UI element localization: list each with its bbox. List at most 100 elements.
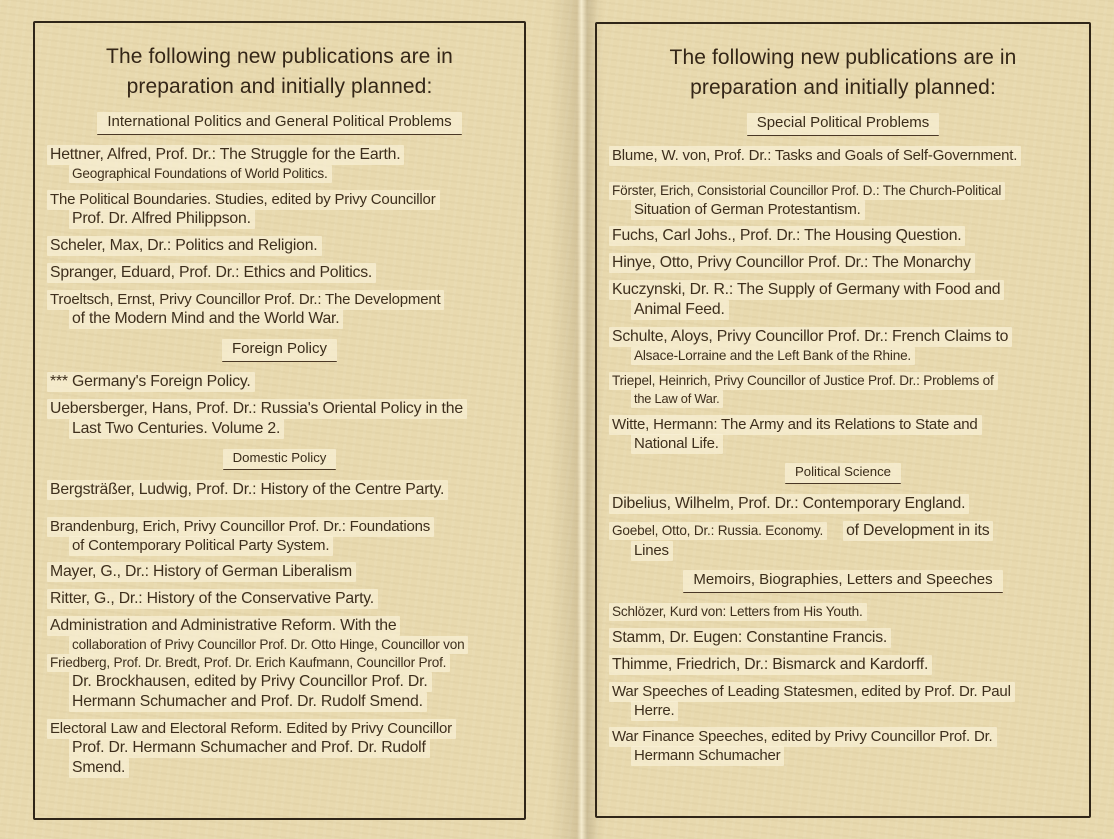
entry-text: Scheler, Max, Dr.: Politics and Religion… (47, 236, 322, 256)
entry-text: Förster, Erich, Consistorial Councillor … (609, 182, 1006, 200)
entry-line: The Political Boundaries. Studies, edite… (47, 190, 512, 210)
entry-text: Dibelius, Wilhelm, Prof. Dr.: Contempora… (609, 494, 970, 514)
entry-line: Uebersberger, Hans, Prof. Dr.: Russia's … (47, 399, 512, 419)
section-heading: Special Political Problems (609, 113, 1077, 136)
section-heading-text: Domestic Policy (222, 449, 337, 470)
publication-entry: Dibelius, Wilhelm, Prof. Dr.: Contempora… (609, 494, 1077, 514)
entry-text: Geographical Foundations of World Politi… (69, 165, 332, 183)
publication-entry: War Speeches of Leading Statesmen, edite… (609, 682, 1077, 721)
entry-text: Animal Feed. (631, 300, 729, 320)
entry-line: Troeltsch, Ernst, Privy Councillor Prof.… (47, 290, 512, 310)
entry-line: Hettner, Alfred, Prof. Dr.: The Struggle… (47, 145, 512, 165)
section-heading-text: International Politics and General Polit… (97, 112, 462, 135)
entry-line: Electoral Law and Electoral Reform. Edit… (47, 719, 512, 739)
section-heading-text: Memoirs, Biographies, Letters and Speech… (683, 570, 1003, 593)
publication-entry: Scheler, Max, Dr.: Politics and Religion… (47, 236, 512, 256)
entry-line: Bergsträßer, Ludwig, Prof. Dr.: History … (47, 480, 512, 500)
entry-text: Prof. Dr. Hermann Schumacher and Prof. D… (69, 738, 430, 758)
publication-entry: Goebel, Otto, Dr.: Russia. Economy. of De… (609, 521, 1077, 561)
entry-text: Spranger, Eduard, Prof. Dr.: Ethics and … (47, 263, 377, 283)
entry-line: Friedberg, Prof. Dr. Bredt, Prof. Dr. Er… (47, 654, 512, 672)
entry-line: Prof. Dr. Alfred Philippson. (47, 209, 512, 229)
section-heading-text: Foreign Policy (221, 339, 338, 362)
entry-text: National Life. (631, 434, 723, 454)
publication-entry: Administration and Administrative Reform… (47, 616, 512, 712)
entry-line: Goebel, Otto, Dr.: Russia. Economy. of De… (609, 521, 1077, 541)
entry-text: Schlözer, Kurd von: Letters from His You… (609, 603, 867, 621)
entry-line: Ritter, G., Dr.: History of the Conserva… (47, 589, 512, 609)
entry-text: Stamm, Dr. Eugen: Constantine Francis. (609, 628, 892, 648)
entry-line: Last Two Centuries. Volume 2. (47, 419, 512, 439)
entry-line: Animal Feed. (609, 300, 1077, 320)
entry-line: of Contemporary Political Party System. (47, 536, 512, 556)
entry-text: Mayer, G., Dr.: History of German Libera… (47, 562, 356, 582)
publication-entry: Ritter, G., Dr.: History of the Conserva… (47, 589, 512, 609)
entry-text: Ritter, G., Dr.: History of the Conserva… (47, 589, 378, 609)
entry-text: War Speeches of Leading Statesmen, edite… (609, 682, 1015, 702)
entry-text: Hinye, Otto, Privy Councillor Prof. Dr.:… (609, 253, 975, 273)
entry-line: Brandenburg, Erich, Privy Councillor Pro… (47, 517, 512, 537)
entry-text: Goebel, Otto, Dr.: Russia. Economy. (609, 522, 828, 540)
publication-entry: Triepel, Heinrich, Privy Councillor of J… (609, 372, 1077, 408)
entry-text: Last Two Centuries. Volume 2. (69, 419, 285, 439)
entry-line: Smend. (47, 758, 512, 778)
entry-text: *** Germany's Foreign Policy. (47, 372, 255, 392)
publication-entry: Witte, Hermann: The Army and its Relatio… (609, 415, 1077, 454)
entry-line: collaboration of Privy Councillor Prof. … (47, 636, 512, 654)
section-heading: Political Science (609, 463, 1077, 484)
publication-entry: Kuczynski, Dr. R.: The Supply of Germany… (609, 280, 1077, 320)
publication-entry: Schulte, Aloys, Privy Councillor Prof. D… (609, 327, 1077, 365)
entry-text: Brandenburg, Erich, Privy Councillor Pro… (47, 517, 435, 537)
entry-line: Geographical Foundations of World Politi… (47, 165, 512, 183)
publication-entry: Fuchs, Carl Johs., Prof. Dr.: The Housin… (609, 226, 1077, 246)
entry-text: Uebersberger, Hans, Prof. Dr.: Russia's … (47, 399, 467, 419)
publication-entry: Schlözer, Kurd von: Letters from His You… (609, 603, 1077, 621)
entry-line: of the Modern Mind and the World War. (47, 309, 512, 329)
entry-line: Schulte, Aloys, Privy Councillor Prof. D… (609, 327, 1077, 347)
entry-text: of Development in its (843, 521, 994, 541)
entry-line: Schlözer, Kurd von: Letters from His You… (609, 603, 1077, 621)
left-page: The following new publications are in pr… (33, 21, 526, 820)
entry-line: *** Germany's Foreign Policy. (47, 372, 512, 392)
publication-entry: Thimme, Friedrich, Dr.: Bismarck and Kar… (609, 655, 1077, 675)
entry-text: Bergsträßer, Ludwig, Prof. Dr.: History … (47, 480, 449, 500)
entry-text: collaboration of Privy Councillor Prof. … (69, 636, 469, 654)
entry-text: Schulte, Aloys, Privy Councillor Prof. D… (609, 327, 1013, 347)
entry-text: of Contemporary Political Party System. (69, 536, 334, 556)
entry-text: Hermann Schumacher and Prof. Dr. Rudolf … (69, 692, 427, 712)
entry-line: Spranger, Eduard, Prof. Dr.: Ethics and … (47, 263, 512, 283)
publication-entry: Förster, Erich, Consistorial Councillor … (609, 182, 1077, 220)
entry-line: Dibelius, Wilhelm, Prof. Dr.: Contempora… (609, 494, 1077, 514)
entry-text: Situation of German Protestantism. (631, 200, 865, 220)
entry-line: Prof. Dr. Hermann Schumacher and Prof. D… (47, 738, 512, 758)
section-heading-text: Special Political Problems (746, 113, 940, 136)
page-content: International Politics and General Polit… (47, 112, 512, 778)
entry-text: Kuczynski, Dr. R.: The Supply of Germany… (609, 280, 1005, 300)
entry-text: Troeltsch, Ernst, Privy Councillor Prof.… (47, 290, 445, 310)
section-heading: Foreign Policy (47, 339, 512, 362)
section-heading: Memoirs, Biographies, Letters and Speech… (609, 570, 1077, 593)
entry-text: Alsace-Lorraine and the Left Bank of the… (631, 347, 916, 365)
page-title: The following new publications are in pr… (106, 45, 453, 98)
entry-line: Lines (609, 541, 1077, 561)
entry-line: Fuchs, Carl Johs., Prof. Dr.: The Housin… (609, 226, 1077, 246)
publication-entry: Brandenburg, Erich, Privy Councillor Pro… (47, 517, 512, 556)
entry-text: Blume, W. von, Prof. Dr.: Tasks and Goal… (609, 146, 1022, 166)
entry-text: Lines (631, 541, 673, 561)
entry-text: Hermann Schumacher (631, 746, 785, 766)
entry-text: of the Modern Mind and the World War. (69, 309, 344, 329)
publication-entry: The Political Boundaries. Studies, edite… (47, 190, 512, 229)
entry-text: Triepel, Heinrich, Privy Councillor of J… (609, 372, 998, 390)
entry-text: War Finance Speeches, edited by Privy Co… (609, 727, 997, 747)
entry-text: Witte, Hermann: The Army and its Relatio… (609, 415, 982, 435)
section-heading: International Politics and General Polit… (47, 112, 512, 135)
entry-line: Alsace-Lorraine and the Left Bank of the… (609, 347, 1077, 365)
entry-line: War Finance Speeches, edited by Privy Co… (609, 727, 1077, 747)
entry-line: Hermann Schumacher and Prof. Dr. Rudolf … (47, 692, 512, 712)
entry-text: Administration and Administrative Reform… (47, 616, 401, 636)
publication-entry: Spranger, Eduard, Prof. Dr.: Ethics and … (47, 263, 512, 283)
right-page: The following new publications are in pr… (595, 22, 1091, 818)
entry-line: the Law of War. (609, 390, 1077, 408)
entry-line: Förster, Erich, Consistorial Councillor … (609, 182, 1077, 200)
